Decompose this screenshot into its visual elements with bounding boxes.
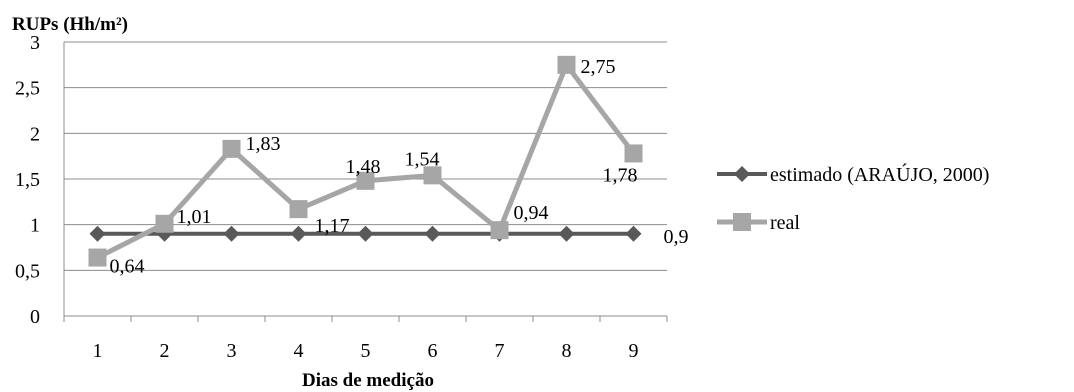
y-tick-label: 0 xyxy=(30,306,40,328)
legend-label: estimado (ARAÚJO, 2000) xyxy=(770,162,989,186)
x-axis-title: Dias de medição xyxy=(302,370,434,391)
y-axis-title: RUPs (Hh/m²) xyxy=(12,14,128,35)
x-tick-label: 7 xyxy=(495,340,505,362)
data-label: 1,17 xyxy=(315,215,350,237)
data-point-estimado xyxy=(89,225,106,242)
data-point-real xyxy=(88,248,107,267)
data-label: 0,64 xyxy=(110,256,145,278)
y-tick-label: 2 xyxy=(30,123,40,145)
plot-series xyxy=(88,55,643,267)
data-point-real xyxy=(557,55,576,74)
x-tick-label: 1 xyxy=(93,340,103,362)
data-point-estimado xyxy=(558,225,575,242)
x-tick-label: 8 xyxy=(562,340,572,362)
data-label: 1,83 xyxy=(246,133,281,155)
y-tick-label: 1 xyxy=(30,215,40,237)
x-tick-label: 4 xyxy=(294,340,304,362)
legend: estimado (ARAÚJO, 2000) real xyxy=(717,162,989,234)
data-point-estimado xyxy=(424,225,441,242)
y-tick-label: 1,5 xyxy=(15,169,40,191)
axes: 0 0,5 1 1,5 2 2,5 3 1 2 3 4 5 6 7 8 9 xyxy=(15,32,668,362)
data-label: 0,9 xyxy=(664,226,689,248)
legend-swatch-marker xyxy=(734,166,750,182)
data-label: 0,94 xyxy=(514,202,549,224)
y-tick-label: 3 xyxy=(30,32,40,54)
x-tick-label: 9 xyxy=(629,340,639,362)
data-label: 1,78 xyxy=(603,164,638,186)
data-label: 1,01 xyxy=(177,206,212,228)
x-tick-label: 2 xyxy=(160,340,170,362)
data-point-real xyxy=(423,166,442,185)
x-tick-label: 3 xyxy=(227,340,237,362)
legend-swatch-marker xyxy=(733,213,751,231)
data-point-real xyxy=(490,221,509,240)
data-point-estimado xyxy=(223,225,240,242)
x-tick-label: 6 xyxy=(428,340,438,362)
data-point-estimado xyxy=(625,225,642,242)
legend-label: real xyxy=(770,212,800,234)
data-label: 2,75 xyxy=(581,56,616,78)
data-labels: 0,9 0,64 1,01 1,83 1,17 1,48 1,54 0,94 2,75 1,78 xyxy=(110,56,689,278)
data-point-estimado xyxy=(290,225,307,242)
data-point-real xyxy=(155,214,174,233)
data-label: 1,48 xyxy=(346,156,381,178)
data-point-real xyxy=(624,144,643,163)
data-label: 1,54 xyxy=(405,148,440,170)
y-tick-label: 0,5 xyxy=(15,260,40,282)
data-point-real xyxy=(222,139,241,158)
data-point-real xyxy=(289,200,308,219)
data-point-real xyxy=(356,171,375,190)
x-tick-label: 5 xyxy=(361,340,371,362)
y-tick-label: 2,5 xyxy=(15,78,40,100)
data-point-estimado xyxy=(357,225,374,242)
